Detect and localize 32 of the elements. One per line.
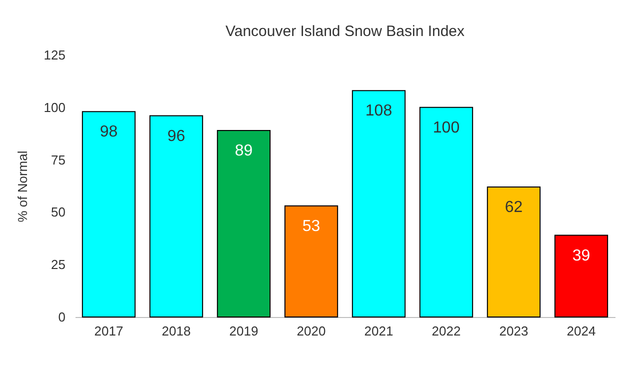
x-tick-label: 2023 xyxy=(499,324,528,338)
x-tick-label: 2022 xyxy=(432,324,461,338)
bar xyxy=(352,90,406,318)
x-tick-label: 2024 xyxy=(566,324,596,338)
y-tick-label: 100 xyxy=(44,100,66,115)
x-tick-label: 2018 xyxy=(162,324,191,338)
data-label: 100 xyxy=(432,119,460,136)
chart-title: Vancouver Island Snow Basin Index xyxy=(225,23,466,40)
bar xyxy=(149,115,204,318)
data-label: 53 xyxy=(302,218,320,235)
bar xyxy=(216,130,271,318)
data-label: 96 xyxy=(167,128,186,145)
data-label: 39 xyxy=(572,247,590,264)
bar xyxy=(82,111,136,318)
y-tick-label: 25 xyxy=(51,257,66,272)
bar xyxy=(554,234,608,318)
x-tick-label: 2021 xyxy=(364,324,394,338)
y-tick-label: 50 xyxy=(51,204,66,220)
x-tick-label: 2017 xyxy=(94,324,124,338)
data-label: 62 xyxy=(504,199,523,216)
data-label: 89 xyxy=(234,142,253,160)
x-tick-label: 2020 xyxy=(296,324,326,338)
y-axis-title: % of Normal xyxy=(14,150,30,222)
y-tick-label: 75 xyxy=(51,152,66,168)
bar xyxy=(284,205,338,318)
data-label: 108 xyxy=(365,102,392,120)
data-label: 98 xyxy=(100,124,118,141)
y-tick-label: 125 xyxy=(44,48,66,62)
x-tick-label: 2019 xyxy=(229,324,258,338)
y-tick-label: 0 xyxy=(58,310,66,324)
bar xyxy=(486,186,541,318)
bar xyxy=(419,106,474,318)
